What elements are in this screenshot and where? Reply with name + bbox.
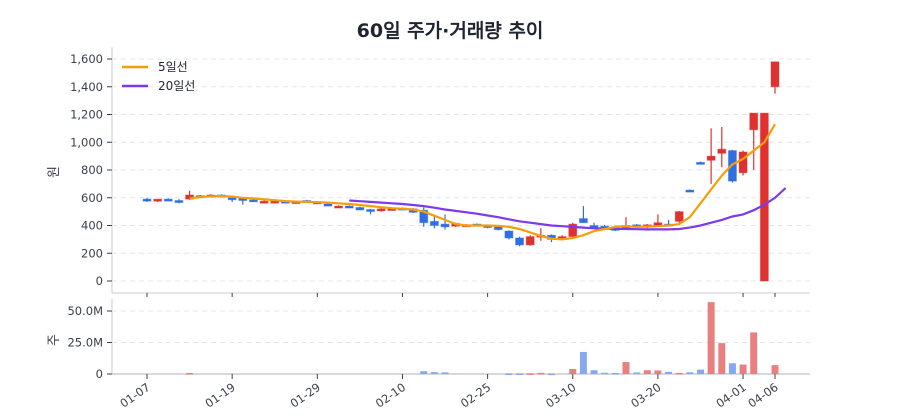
svg-text:04-06: 04-06 [745, 380, 780, 411]
volume-grid [111, 299, 810, 375]
svg-text:02-25: 02-25 [458, 380, 493, 411]
ma5-line [189, 123, 776, 241]
legend-ma20-label: 20일선 [158, 79, 195, 93]
ma20-line [349, 187, 787, 231]
svg-text:04-01: 04-01 [713, 380, 748, 411]
svg-text:03-20: 03-20 [628, 380, 663, 411]
volume-bars [186, 302, 779, 376]
price-y-axis: 0 200 400 600 800 1,000 1,200 1,400 1,600 [70, 52, 112, 288]
legend-ma5-label: 5일선 [158, 60, 188, 74]
volume-y-axis: 0 25.0M 50.0M [67, 304, 112, 381]
svg-text:1,200: 1,200 [70, 108, 103, 122]
svg-text:03-10: 03-10 [543, 380, 578, 411]
chart-title: 60일 주가·거래량 추이 [356, 20, 544, 42]
svg-text:25.0M: 25.0M [67, 336, 103, 350]
svg-text:1,400: 1,400 [70, 80, 103, 94]
svg-text:01-19: 01-19 [202, 380, 237, 411]
svg-text:800: 800 [81, 163, 103, 177]
svg-text:0: 0 [96, 367, 103, 381]
svg-text:0: 0 [96, 274, 103, 288]
svg-text:50.0M: 50.0M [67, 304, 103, 318]
svg-text:02-10: 02-10 [373, 380, 408, 411]
svg-text:1,000: 1,000 [70, 135, 103, 149]
volume-axis-label: 주 [47, 334, 62, 346]
price-axis-label: 원 [47, 166, 62, 178]
svg-text:1,600: 1,600 [70, 52, 103, 66]
svg-text:01-29: 01-29 [288, 380, 323, 411]
candlestick-series [142, 61, 780, 282]
svg-text:600: 600 [81, 191, 103, 205]
svg-text:01-07: 01-07 [117, 380, 152, 411]
svg-text:400: 400 [81, 219, 103, 233]
legend: 5일선 20일선 [122, 60, 195, 93]
svg-text:200: 200 [81, 246, 103, 260]
price-grid [111, 47, 810, 294]
